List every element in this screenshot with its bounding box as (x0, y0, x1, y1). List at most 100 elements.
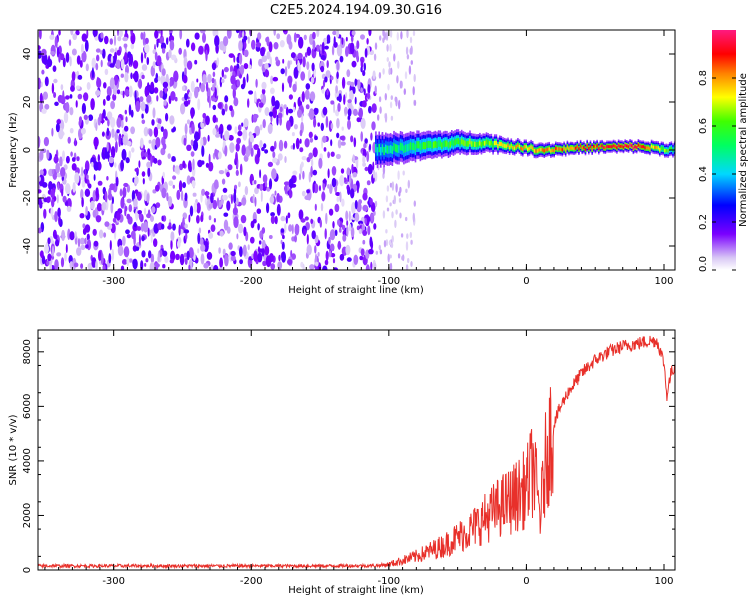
spectrogram-noise-cell (255, 78, 258, 88)
spectrogram-noise-cell (237, 130, 243, 137)
spectrogram-noise-cell (336, 44, 343, 57)
spectrogram-noise-cell (126, 198, 132, 204)
figure-title: C2E5.2024.194.09.30.G16 (270, 3, 442, 18)
spectrogram-noise-cell (275, 56, 279, 62)
spectrogram-noise-cell (86, 82, 91, 90)
spectrogram-signal-cell (543, 149, 546, 153)
spectrogram-noise-cell (390, 67, 393, 75)
spectrogram-noise-cell (240, 214, 247, 224)
spectrogram-noise-cell (153, 238, 158, 248)
spectrogram-signal-cell (383, 146, 385, 156)
spectrogram-noise-cell (374, 171, 378, 182)
spectrogram-noise-cell (282, 58, 285, 64)
spectrogram-signal-cell (664, 149, 666, 153)
spectrogram-signal-cell (485, 139, 488, 145)
spectrogram-noise-cell (357, 220, 364, 225)
spectrogram-noise-cell (261, 146, 265, 152)
spectrogram-signal-cell (548, 147, 550, 151)
spectrogram-noise-cell (298, 209, 304, 220)
spectrogram-noise-cell (57, 182, 60, 191)
spectrogram-noise-cell (72, 33, 77, 41)
spectrogram-noise-cell (386, 207, 390, 212)
spectrogram-noise-cell (67, 136, 71, 144)
spectrogram-noise-cell (241, 144, 246, 156)
spectrogram-signal-cell (617, 144, 620, 147)
spectrogram-noise-cell (75, 30, 80, 36)
spectrogram-signal-cell (399, 142, 402, 151)
spectrogram-noise-cell (313, 117, 317, 128)
spectrogram-noise-cell (291, 224, 294, 235)
spectrogram-noise-cell (233, 216, 239, 229)
spectrogram-signal-cell (484, 140, 486, 146)
spectrogram-noise-cell (311, 230, 316, 240)
spectrogram-noise-cell (222, 248, 226, 256)
spectrogram-xtick-label: -300 (102, 276, 125, 287)
spectrogram-noise-cell (83, 92, 89, 102)
spectrogram-noise-cell (44, 103, 50, 110)
spectrogram-noise-cell (257, 223, 260, 231)
spectrogram-noise-cell (72, 182, 76, 193)
spectrogram-noise-cell (363, 142, 367, 149)
spectrogram-noise-cell (233, 97, 239, 107)
spectrogram-noise-cell (250, 134, 255, 143)
spectrogram-noise-cell (54, 259, 59, 270)
spectrogram-noise-cell (237, 124, 242, 132)
spectrogram-noise-cell (179, 253, 185, 266)
spectrogram-noise-cell (287, 108, 294, 114)
spectrogram-noise-cell (184, 66, 187, 78)
spectrogram-noise-cell (196, 78, 199, 83)
spectrogram-noise-cell (191, 123, 195, 134)
spectrogram-signal-cell (583, 145, 585, 149)
spectrogram-noise-cell (142, 178, 145, 185)
spectrogram-noise-cell (393, 53, 396, 62)
spectrogram-signal-cell (523, 144, 526, 149)
spectrogram-noise-cell (352, 172, 358, 178)
spectrogram-signal-cell (576, 145, 579, 149)
spectrogram-noise-cell (354, 96, 357, 105)
spectrogram-signal-cell (655, 145, 658, 150)
spectrogram-noise-cell (122, 235, 126, 246)
spectrogram-noise-cell (292, 170, 298, 176)
spectrogram-noise-cell (190, 108, 194, 119)
spectrogram-noise-cell (119, 30, 123, 37)
spectrogram-noise-cell (124, 72, 129, 83)
spectrogram-noise-cell (46, 149, 50, 160)
spectrogram-noise-cell (221, 108, 226, 116)
spectrogram-noise-cell (354, 199, 358, 210)
spectrogram-noise-cell (71, 163, 77, 171)
spectrogram-noise-cell (132, 60, 139, 69)
spectrogram-signal-cell (561, 148, 564, 152)
snr-xtick-label: -200 (240, 576, 263, 587)
spectrogram-noise-cell (236, 79, 241, 88)
spectrogram-noise-cell (232, 87, 236, 99)
spectrogram-noise-cell (144, 207, 147, 216)
spectrogram-noise-cell (406, 233, 409, 240)
spectrogram-noise-cell (200, 82, 206, 93)
spectrogram-signal-cell (432, 141, 435, 149)
spectrogram-noise-cell (95, 90, 101, 96)
spectrogram-noise-cell (260, 190, 263, 202)
spectrogram-noise-cell (114, 132, 118, 142)
spectrogram-noise-cell (141, 171, 146, 177)
spectrogram-noise-cell (303, 34, 307, 41)
spectrogram-noise-cell (62, 57, 66, 68)
spectrogram-signal-cell (416, 141, 418, 149)
spectrogram-noise-cell (355, 50, 359, 61)
spectrogram-noise-cell (213, 264, 219, 270)
spectrogram-noise-cell (276, 203, 281, 216)
spectrogram-noise-cell (320, 122, 324, 132)
spectrogram-noise-cell (138, 78, 143, 89)
spectrogram-noise-cell (43, 53, 48, 66)
spectrogram-noise-cell (163, 128, 168, 140)
spectrogram-signal-cell (427, 140, 430, 148)
spectrogram-noise-cell (149, 261, 155, 270)
spectrogram-noise-cell (128, 104, 132, 116)
spectrogram-noise-cell (100, 32, 104, 39)
spectrogram-noise-cell (38, 189, 42, 194)
spectrogram-noise-cell (102, 98, 106, 106)
spectrogram-noise-cell (257, 252, 263, 263)
spectrogram-noise-cell (290, 52, 296, 59)
spectrogram-noise-cell (151, 119, 155, 126)
spectrogram-signal-cell (406, 144, 408, 152)
spectrogram-noise-cell (367, 163, 373, 175)
